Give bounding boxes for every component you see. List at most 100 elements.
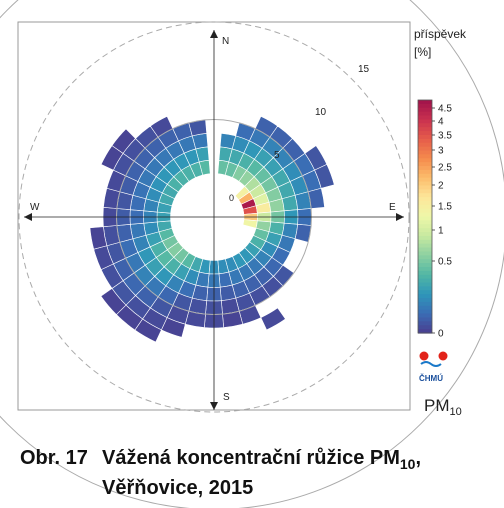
radial-tick-15: 15 [358, 64, 370, 75]
legend-bar-segment [418, 301, 432, 307]
legend-bar-segment [418, 286, 432, 291]
rose-cell [100, 287, 127, 316]
legend-bar-segment [418, 325, 432, 330]
rose-cells [89, 116, 335, 343]
legend-bar-segment [418, 321, 432, 326]
legend-bar-segment [418, 107, 432, 113]
legend-bar-segment [418, 290, 432, 295]
arrow-south [210, 402, 218, 410]
legend-bar-segment [418, 263, 432, 268]
legend-bar-segment [418, 173, 432, 179]
pollutant-sub: 10 [450, 406, 462, 418]
legend-bar-segment [418, 243, 432, 249]
legend-bar-segment [418, 158, 432, 163]
legend-tick-label: 0 [438, 329, 444, 340]
center-label: 0 [229, 193, 234, 203]
legend-bar-border [417, 99, 433, 334]
legend-tick-label: 0.5 [438, 257, 452, 268]
pollutant-label: PM10 [424, 396, 462, 418]
rose-cell [111, 128, 136, 154]
legend-tick-label: 2.5 [438, 163, 452, 174]
legend-bar-segment [418, 278, 432, 284]
arrow-north [210, 30, 218, 38]
legend-tick-label: 3.5 [438, 131, 452, 142]
legend-tick-label: 4 [438, 117, 444, 128]
legend-bar-segment [418, 115, 432, 121]
legend-bar-segment [418, 235, 432, 241]
radial-tick-5: 5 [274, 150, 280, 161]
legend-bar-segment [418, 146, 432, 152]
legend-bar-segment [418, 162, 432, 167]
caption-number: Obr. 17 [20, 447, 88, 469]
arrow-west [24, 213, 32, 221]
legend-bar-segment [418, 177, 432, 183]
rose-cell [314, 163, 335, 189]
legend-bar-segment [418, 298, 432, 303]
legend-bar-segment [418, 181, 432, 187]
legend-color-bar [417, 99, 433, 334]
caption-line-2: Věřňovice, 2015 [102, 477, 254, 499]
legend-bar-segment [418, 212, 432, 218]
legend-bar-segment [418, 193, 432, 198]
legend-bar-segment [418, 255, 432, 260]
logo-dot-right [438, 351, 448, 361]
logo-wave [420, 361, 442, 367]
legend-bar-segment [418, 305, 432, 311]
caption-line-1: Obr. 17 Vážená koncentrační růžice PM10, [20, 446, 490, 476]
caption-title-end: , [415, 447, 422, 469]
legend-bar-segment [418, 317, 432, 322]
legend-bar-segment [418, 154, 432, 159]
legend-bar-segment [418, 119, 432, 124]
legend-bar-segment [418, 166, 432, 171]
legend-title: příspěvek [414, 27, 467, 41]
radial-grid-circle [18, 21, 410, 413]
legend-bar-segment [418, 189, 432, 194]
legend-bar-segment [418, 266, 432, 272]
legend-bar-segment [418, 282, 432, 287]
legend-bar-segment [418, 185, 432, 190]
rose-cell [89, 226, 108, 250]
compass-east: E [389, 202, 396, 213]
legend-bar-segment [418, 142, 432, 148]
rose-cell [260, 307, 286, 331]
legend-tick-label: 3 [438, 146, 444, 157]
legend-bar-segment [418, 208, 432, 214]
legend-tick-label: 1.5 [438, 202, 452, 213]
caption-title-sub: 10 [399, 456, 416, 472]
legend-bar-segment [418, 138, 432, 144]
legend-bar-segment [418, 239, 432, 245]
legend-bar-segment [418, 200, 432, 206]
legend-bar-segment [418, 259, 432, 264]
logo-text: ČHMÚ [419, 374, 443, 383]
legend-bar-segment [418, 131, 432, 136]
legend-bar-segment [418, 313, 432, 319]
legend-bar-segment [418, 228, 432, 233]
legend-bar-segment [418, 169, 432, 175]
legend-bar-segment [418, 232, 432, 237]
legend-bar-segment [418, 294, 432, 299]
compass-west: W [30, 202, 40, 213]
figure-caption: Obr. 17 Vážená koncentrační růžice PM10, … [20, 446, 490, 500]
legend-bar-segment [418, 197, 432, 202]
radial-tick-10: 10 [315, 107, 327, 118]
legend-bar-segment [418, 103, 432, 109]
legend-tick-label: 4.5 [438, 104, 452, 115]
logo-dot-left [419, 351, 429, 361]
legend-unit: [%] [414, 45, 431, 59]
legend-bar-segment [418, 100, 432, 105]
legend-bar-segment [418, 220, 432, 225]
legend-bar-segment [418, 123, 432, 128]
legend-bar-segment [418, 270, 432, 276]
legend-tick-label: 2 [438, 181, 444, 192]
legend-bar-segment [418, 247, 432, 253]
arrow-east [396, 213, 404, 221]
legend-bar-segment [418, 224, 432, 229]
legend-bar-segment [418, 111, 432, 117]
legend-bar-segment [418, 127, 432, 132]
legend-tick-label: 1 [438, 226, 444, 237]
legend-bar-segment [418, 216, 432, 221]
caption-title: Vážená koncentrační růžice PM [102, 447, 400, 469]
legend-bar-segment [418, 204, 432, 210]
